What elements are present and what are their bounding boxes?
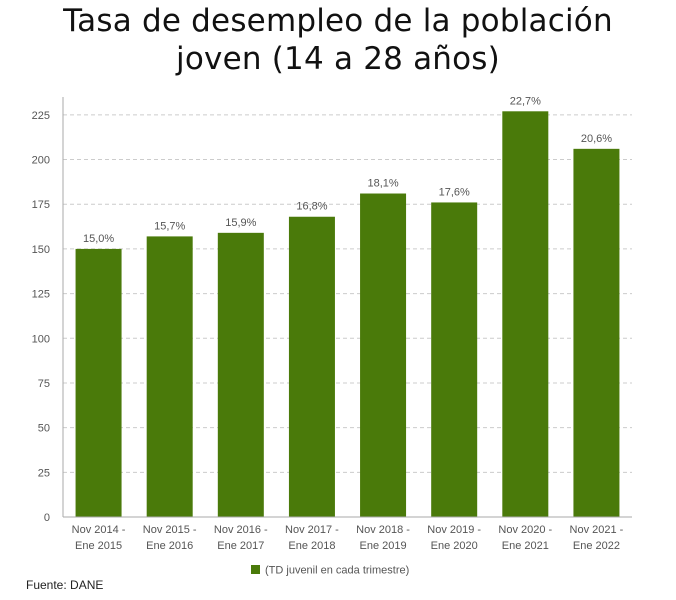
x-tick-label: Nov 2020 - xyxy=(498,524,552,536)
x-tick-label: Nov 2014 - xyxy=(72,524,126,536)
y-tick-label: 150 xyxy=(32,244,50,256)
bar xyxy=(217,232,264,518)
bar-data-label: 22,7% xyxy=(510,95,541,107)
x-tick-label: Nov 2016 - xyxy=(214,524,268,536)
source-note: Fuente: DANE xyxy=(26,578,104,592)
data-labels: 15,0% 15,7% 15,9% 16,8% 18,1% 17,6% 22,7% 20,6% xyxy=(83,95,612,245)
legend-swatch xyxy=(251,565,260,574)
chart-title: Tasa de desempleo de la población joven … xyxy=(0,2,676,78)
x-tick-label: Ene 2016 xyxy=(146,540,193,552)
legend-label: (TD juvenil en cada trimestre) xyxy=(265,565,409,577)
y-tick-label: 225 xyxy=(32,110,50,122)
x-tick-label: Ene 2020 xyxy=(431,540,478,552)
x-tick-label: Ene 2017 xyxy=(217,540,264,552)
bar-data-label: 15,0% xyxy=(83,233,114,245)
x-tick-label: Nov 2019 - xyxy=(427,524,481,536)
bar xyxy=(502,111,549,517)
bar xyxy=(360,193,407,518)
x-tick-label: Ene 2015 xyxy=(75,540,122,552)
bar xyxy=(75,248,122,517)
x-tick-label: Ene 2022 xyxy=(573,540,620,552)
chart-title-line-2: joven (14 a 28 años) xyxy=(176,41,500,77)
bar-data-label: 16,8% xyxy=(296,201,327,213)
bar xyxy=(146,236,193,518)
y-axis: 0 25 50 75 100 125 150 175 200 225 xyxy=(32,97,64,524)
x-tick-label: Ene 2018 xyxy=(288,540,335,552)
x-tick-label: Ene 2021 xyxy=(502,540,549,552)
x-tick-label: Nov 2017 - xyxy=(285,524,339,536)
chart-title-line-1: Tasa de desempleo de la población xyxy=(63,3,613,39)
bar xyxy=(573,148,620,518)
bar-data-label: 17,6% xyxy=(439,186,470,198)
bar-data-label: 18,1% xyxy=(367,178,398,190)
y-tick-label: 125 xyxy=(32,289,50,301)
legend: (TD juvenil en cada trimestre) xyxy=(251,565,409,577)
x-tick-label: Nov 2021 - xyxy=(570,524,624,536)
bar xyxy=(288,216,335,517)
bars xyxy=(75,111,620,518)
bar-data-label: 20,6% xyxy=(581,133,612,145)
x-tick-label: Nov 2015 - xyxy=(143,524,197,536)
y-tick-label: 75 xyxy=(38,378,50,390)
y-tick-label: 50 xyxy=(38,423,50,435)
y-tick-label: 100 xyxy=(32,333,50,345)
bar xyxy=(431,202,478,517)
y-tick-label: 200 xyxy=(32,155,50,167)
x-tick-label: Ene 2019 xyxy=(360,540,407,552)
x-axis: Nov 2014 - Ene 2015 Nov 2015 - Ene 2016 Nov … xyxy=(63,516,632,552)
bar-data-label: 15,7% xyxy=(154,220,185,232)
y-tick-label: 175 xyxy=(32,199,50,211)
y-tick-label: 25 xyxy=(38,467,50,479)
y-tick-label: 0 xyxy=(44,512,50,524)
bar-data-label: 15,9% xyxy=(225,217,256,229)
x-tick-label: Nov 2018 - xyxy=(356,524,410,536)
